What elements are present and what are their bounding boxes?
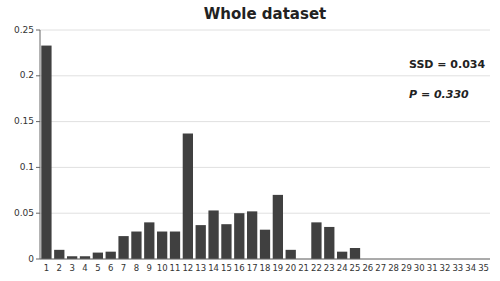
tick-label: 22 xyxy=(311,263,322,273)
y-axis: 0 0.05 0.1 0.15 0.2 0.25 xyxy=(14,25,40,264)
tick-label: 24 xyxy=(337,263,348,273)
tick-label: 0 xyxy=(28,254,34,264)
annotation: SSD = 0.034 xyxy=(409,58,485,71)
tick-label: 0.1 xyxy=(20,162,34,172)
tick-label: 14 xyxy=(208,263,219,273)
tick-label: 5 xyxy=(95,263,100,273)
tick-label: 0.2 xyxy=(20,70,34,80)
tick-label: 7 xyxy=(121,263,126,273)
grid-line xyxy=(40,167,490,168)
tick-label: 19 xyxy=(272,263,283,273)
tick-label: 23 xyxy=(324,263,335,273)
chart-container: 00.050.10.150.20.25123456789101112131415… xyxy=(0,0,500,281)
axis-line xyxy=(40,259,490,260)
bar xyxy=(208,210,218,259)
grid-line xyxy=(40,75,490,76)
bar xyxy=(183,134,193,259)
tick-mark xyxy=(36,75,40,76)
grid-line xyxy=(40,30,490,31)
tick-label: 2 xyxy=(57,263,62,273)
bar xyxy=(247,211,257,259)
bar xyxy=(118,236,128,259)
grid-line xyxy=(40,121,490,122)
x-axis: 1234567891011121314151617181920212223242… xyxy=(44,263,489,273)
tick-label: 28 xyxy=(388,263,399,273)
tick-label: 0.05 xyxy=(14,208,34,218)
tick-label: 20 xyxy=(285,263,296,273)
chart: 00.050.10.150.20.25123456789101112131415… xyxy=(0,0,500,281)
tick-label: 30 xyxy=(414,263,425,273)
bar xyxy=(131,232,141,259)
bar xyxy=(260,230,270,259)
bar xyxy=(196,225,206,259)
tick-label: 17 xyxy=(247,263,258,273)
tick-mark xyxy=(36,121,40,122)
tick-label: 27 xyxy=(375,263,386,273)
bar xyxy=(311,222,321,259)
tick-label: 4 xyxy=(82,263,87,273)
bar xyxy=(337,252,347,259)
title: Whole dataset xyxy=(204,5,327,23)
tick-mark xyxy=(36,213,40,214)
tick-label: 34 xyxy=(465,263,476,273)
tick-label: 26 xyxy=(362,263,373,273)
tick-label: 10 xyxy=(157,263,168,273)
bars xyxy=(41,46,360,259)
bar xyxy=(157,232,167,259)
axis-line xyxy=(40,30,41,259)
tick-label: 12 xyxy=(182,263,193,273)
tick-label: 3 xyxy=(69,263,74,273)
tick-label: 6 xyxy=(108,263,113,273)
bar xyxy=(273,195,283,259)
y-grid xyxy=(40,30,490,259)
tick-label: 9 xyxy=(147,263,152,273)
bar xyxy=(41,46,51,259)
bar xyxy=(54,250,64,259)
tick-label: 1 xyxy=(44,263,49,273)
tick-label: 11 xyxy=(170,263,181,273)
tick-label: 18 xyxy=(260,263,271,273)
tick-mark xyxy=(36,167,40,168)
tick-label: 0.25 xyxy=(14,25,34,35)
bar xyxy=(350,248,360,259)
tick-label: 8 xyxy=(134,263,139,273)
tick-label: 25 xyxy=(350,263,361,273)
tick-label: 13 xyxy=(195,263,206,273)
tick-mark xyxy=(36,259,40,260)
bar xyxy=(221,224,231,259)
bar xyxy=(170,232,180,259)
tick-label: 15 xyxy=(221,263,232,273)
bar xyxy=(286,250,296,259)
bar xyxy=(93,253,103,259)
annotation: P = 0.330 xyxy=(409,88,469,101)
tick-mark xyxy=(36,30,40,31)
tick-label: 31 xyxy=(427,263,438,273)
bar xyxy=(106,252,116,259)
tick-label: 16 xyxy=(234,263,245,273)
tick-label: 0.15 xyxy=(14,116,34,126)
tick-label: 21 xyxy=(298,263,309,273)
grid-line xyxy=(40,259,490,260)
tick-label: 35 xyxy=(478,263,489,273)
tick-label: 29 xyxy=(401,263,412,273)
bar xyxy=(324,227,334,259)
tick-label: 33 xyxy=(452,263,463,273)
tick-label: 32 xyxy=(440,263,451,273)
grid-line xyxy=(40,213,490,214)
bar xyxy=(144,222,154,259)
bar xyxy=(234,213,244,259)
